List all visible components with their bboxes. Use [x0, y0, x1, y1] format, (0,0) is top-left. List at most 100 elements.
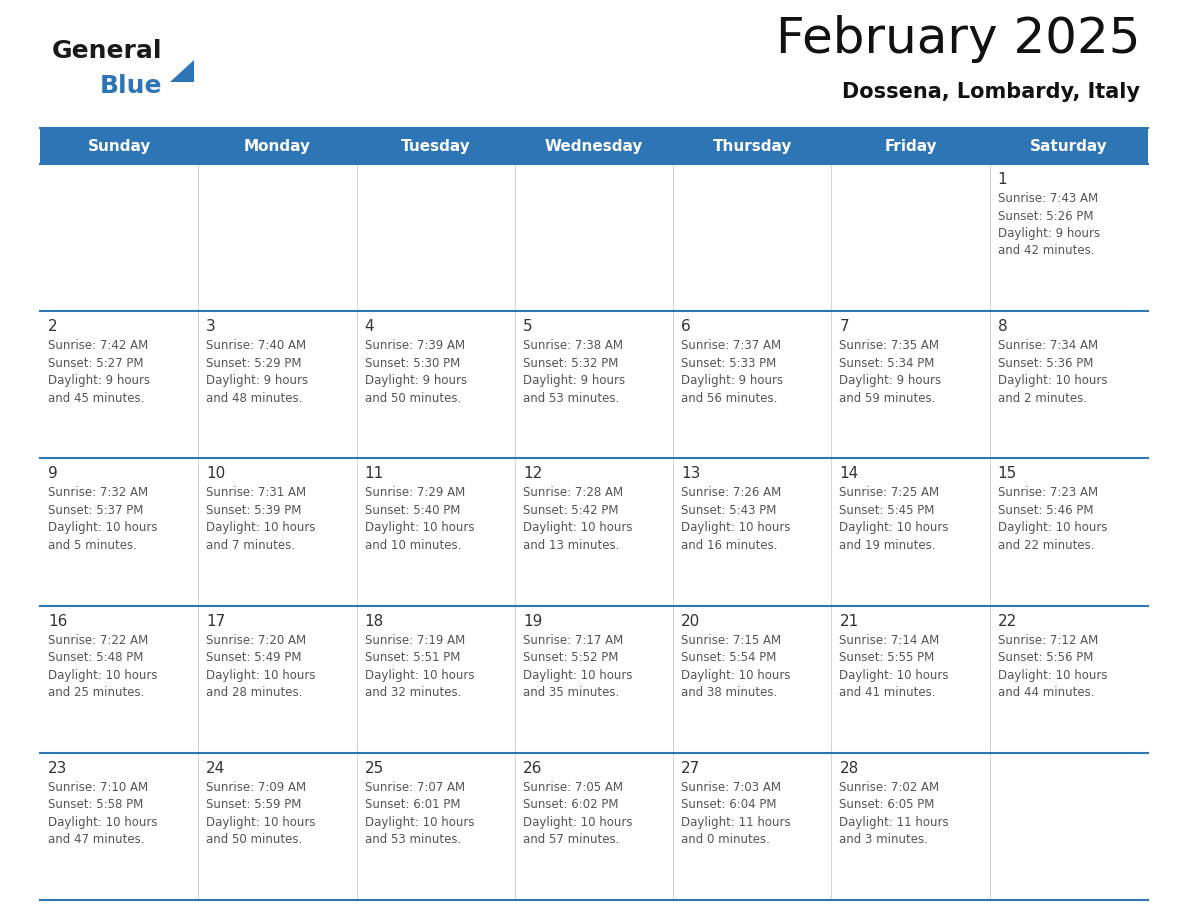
Text: Sunrise: 7:37 AM: Sunrise: 7:37 AM	[681, 339, 782, 353]
Text: and 22 minutes.: and 22 minutes.	[998, 539, 1094, 552]
Text: Sunrise: 7:10 AM: Sunrise: 7:10 AM	[48, 781, 148, 794]
Text: and 19 minutes.: and 19 minutes.	[840, 539, 936, 552]
Text: Sunrise: 7:07 AM: Sunrise: 7:07 AM	[365, 781, 465, 794]
Text: Sunrise: 7:26 AM: Sunrise: 7:26 AM	[681, 487, 782, 499]
Text: Friday: Friday	[884, 139, 937, 153]
Polygon shape	[170, 60, 194, 82]
Text: 24: 24	[207, 761, 226, 776]
Text: Sunrise: 7:39 AM: Sunrise: 7:39 AM	[365, 339, 465, 353]
Text: Sunset: 5:48 PM: Sunset: 5:48 PM	[48, 651, 144, 664]
Text: 16: 16	[48, 613, 68, 629]
Text: and 32 minutes.: and 32 minutes.	[365, 686, 461, 700]
Text: Wednesday: Wednesday	[545, 139, 643, 153]
Text: Sunrise: 7:17 AM: Sunrise: 7:17 AM	[523, 633, 624, 646]
Text: Sunset: 5:39 PM: Sunset: 5:39 PM	[207, 504, 302, 517]
Text: Daylight: 10 hours: Daylight: 10 hours	[365, 521, 474, 534]
Text: Daylight: 10 hours: Daylight: 10 hours	[48, 521, 158, 534]
Text: and 7 minutes.: and 7 minutes.	[207, 539, 296, 552]
Text: Sunrise: 7:28 AM: Sunrise: 7:28 AM	[523, 487, 623, 499]
Text: 6: 6	[681, 319, 691, 334]
Text: Daylight: 9 hours: Daylight: 9 hours	[998, 227, 1100, 240]
Text: Sunrise: 7:31 AM: Sunrise: 7:31 AM	[207, 487, 307, 499]
Bar	[40, 128, 1148, 164]
Text: General: General	[52, 39, 163, 63]
Text: 3: 3	[207, 319, 216, 334]
Text: Sunrise: 7:15 AM: Sunrise: 7:15 AM	[681, 633, 782, 646]
Text: and 59 minutes.: and 59 minutes.	[840, 392, 936, 405]
Text: Sunset: 5:54 PM: Sunset: 5:54 PM	[681, 651, 777, 664]
Text: and 53 minutes.: and 53 minutes.	[523, 392, 619, 405]
Text: and 0 minutes.: and 0 minutes.	[681, 834, 770, 846]
Text: 23: 23	[48, 761, 68, 776]
Text: 14: 14	[840, 466, 859, 481]
Text: Sunset: 6:05 PM: Sunset: 6:05 PM	[840, 799, 935, 812]
Text: Sunset: 5:56 PM: Sunset: 5:56 PM	[998, 651, 1093, 664]
Text: Sunset: 5:43 PM: Sunset: 5:43 PM	[681, 504, 777, 517]
Text: Sunrise: 7:09 AM: Sunrise: 7:09 AM	[207, 781, 307, 794]
Text: Sunrise: 7:23 AM: Sunrise: 7:23 AM	[998, 487, 1098, 499]
Text: Daylight: 10 hours: Daylight: 10 hours	[207, 816, 316, 829]
Text: 5: 5	[523, 319, 532, 334]
Text: Daylight: 9 hours: Daylight: 9 hours	[207, 375, 309, 387]
Text: Sunrise: 7:35 AM: Sunrise: 7:35 AM	[840, 339, 940, 353]
Text: Sunset: 5:36 PM: Sunset: 5:36 PM	[998, 357, 1093, 370]
Text: and 50 minutes.: and 50 minutes.	[365, 392, 461, 405]
Text: Sunrise: 7:12 AM: Sunrise: 7:12 AM	[998, 633, 1098, 646]
Text: and 41 minutes.: and 41 minutes.	[840, 686, 936, 700]
Text: and 2 minutes.: and 2 minutes.	[998, 392, 1087, 405]
Text: Daylight: 11 hours: Daylight: 11 hours	[840, 816, 949, 829]
Text: Daylight: 10 hours: Daylight: 10 hours	[48, 816, 158, 829]
Text: 26: 26	[523, 761, 542, 776]
Text: Sunrise: 7:38 AM: Sunrise: 7:38 AM	[523, 339, 623, 353]
Text: Sunset: 5:45 PM: Sunset: 5:45 PM	[840, 504, 935, 517]
Text: and 16 minutes.: and 16 minutes.	[681, 539, 778, 552]
Text: 4: 4	[365, 319, 374, 334]
Text: 25: 25	[365, 761, 384, 776]
Text: 10: 10	[207, 466, 226, 481]
Text: and 38 minutes.: and 38 minutes.	[681, 686, 777, 700]
Text: Daylight: 10 hours: Daylight: 10 hours	[840, 668, 949, 681]
Text: Sunrise: 7:42 AM: Sunrise: 7:42 AM	[48, 339, 148, 353]
Text: and 10 minutes.: and 10 minutes.	[365, 539, 461, 552]
Text: and 28 minutes.: and 28 minutes.	[207, 686, 303, 700]
Text: 19: 19	[523, 613, 542, 629]
Text: Sunset: 5:40 PM: Sunset: 5:40 PM	[365, 504, 460, 517]
Text: and 56 minutes.: and 56 minutes.	[681, 392, 777, 405]
Text: Daylight: 10 hours: Daylight: 10 hours	[681, 668, 791, 681]
Text: Daylight: 9 hours: Daylight: 9 hours	[365, 375, 467, 387]
Text: 28: 28	[840, 761, 859, 776]
Text: Daylight: 11 hours: Daylight: 11 hours	[681, 816, 791, 829]
Text: Daylight: 10 hours: Daylight: 10 hours	[523, 816, 632, 829]
Text: and 42 minutes.: and 42 minutes.	[998, 244, 1094, 258]
Bar	[40, 311, 1148, 458]
Text: Sunset: 5:46 PM: Sunset: 5:46 PM	[998, 504, 1093, 517]
Text: Daylight: 10 hours: Daylight: 10 hours	[523, 668, 632, 681]
Text: 2: 2	[48, 319, 58, 334]
Text: and 50 minutes.: and 50 minutes.	[207, 834, 303, 846]
Text: Daylight: 10 hours: Daylight: 10 hours	[365, 668, 474, 681]
Text: Daylight: 10 hours: Daylight: 10 hours	[48, 668, 158, 681]
Text: Sunrise: 7:19 AM: Sunrise: 7:19 AM	[365, 633, 465, 646]
Text: Sunset: 6:02 PM: Sunset: 6:02 PM	[523, 799, 619, 812]
Text: Daylight: 10 hours: Daylight: 10 hours	[998, 668, 1107, 681]
Text: and 44 minutes.: and 44 minutes.	[998, 686, 1094, 700]
Text: 15: 15	[998, 466, 1017, 481]
Text: 22: 22	[998, 613, 1017, 629]
Text: Sunset: 5:55 PM: Sunset: 5:55 PM	[840, 651, 935, 664]
Text: Sunrise: 7:40 AM: Sunrise: 7:40 AM	[207, 339, 307, 353]
Text: Daylight: 10 hours: Daylight: 10 hours	[840, 521, 949, 534]
Text: Tuesday: Tuesday	[400, 139, 470, 153]
Text: Daylight: 10 hours: Daylight: 10 hours	[998, 375, 1107, 387]
Bar	[40, 753, 1148, 900]
Text: Blue: Blue	[100, 74, 163, 98]
Text: Daylight: 10 hours: Daylight: 10 hours	[998, 521, 1107, 534]
Text: Sunset: 5:52 PM: Sunset: 5:52 PM	[523, 651, 618, 664]
Text: 13: 13	[681, 466, 701, 481]
Text: Sunrise: 7:43 AM: Sunrise: 7:43 AM	[998, 192, 1098, 205]
Text: 9: 9	[48, 466, 58, 481]
Text: 1: 1	[998, 172, 1007, 187]
Text: Sunrise: 7:03 AM: Sunrise: 7:03 AM	[681, 781, 782, 794]
Text: Daylight: 9 hours: Daylight: 9 hours	[523, 375, 625, 387]
Text: Dossena, Lombardy, Italy: Dossena, Lombardy, Italy	[842, 82, 1140, 102]
Text: Sunset: 5:27 PM: Sunset: 5:27 PM	[48, 357, 144, 370]
